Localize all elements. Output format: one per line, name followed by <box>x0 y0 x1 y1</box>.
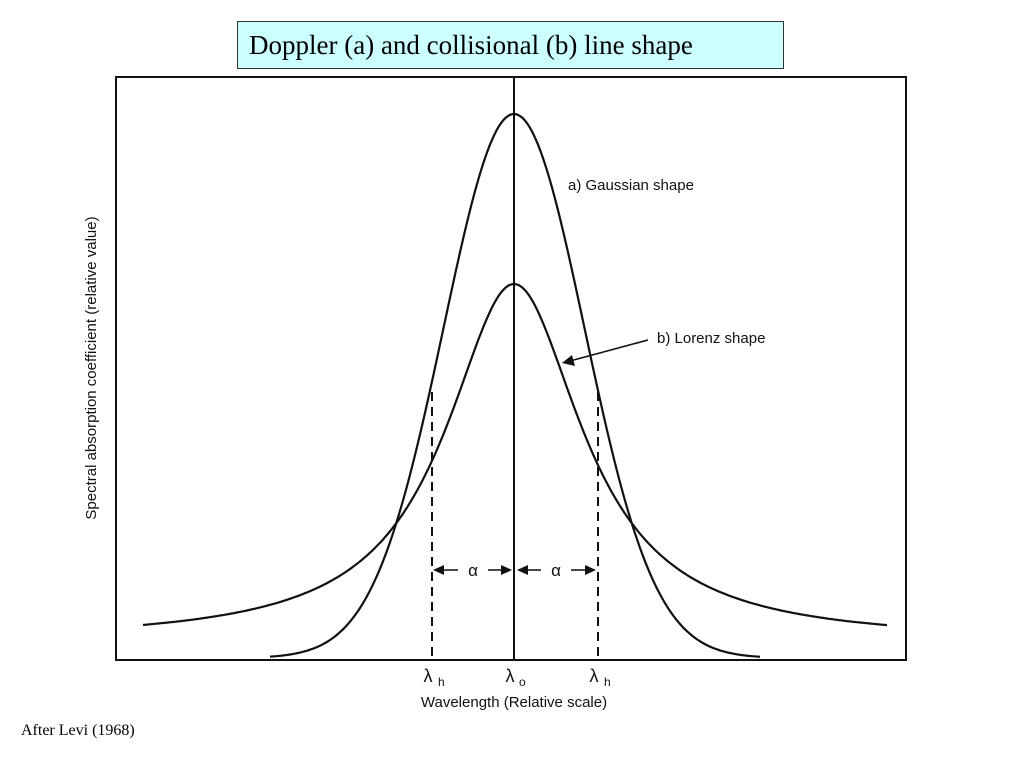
svg-text:h: h <box>604 675 611 689</box>
svg-text:λ: λ <box>424 666 433 686</box>
alpha-label-right: α <box>551 561 561 580</box>
svg-text:o: o <box>519 675 526 689</box>
lorenz-pointer-arrow <box>562 339 649 366</box>
lorentz-curve <box>142 283 888 627</box>
gaussian-curve <box>269 112 761 658</box>
source-credit: After Levi (1968) <box>21 722 135 739</box>
svg-text:λ: λ <box>506 666 515 686</box>
lorenz-shape-label: b) Lorenz shape <box>657 330 765 347</box>
alpha-arrow-left <box>433 565 512 575</box>
svg-text:λ: λ <box>590 666 599 686</box>
alpha-arrow-right <box>517 565 596 575</box>
y-axis-label: Spectral absorption coefficient (relativ… <box>83 216 100 519</box>
plot-frame <box>115 76 907 661</box>
x-tick-lambda-h-left: λ h <box>424 666 445 689</box>
gaussian-shape-label: a) Gaussian shape <box>568 177 694 194</box>
svg-text:h: h <box>438 675 445 689</box>
x-tick-lambda-h-right: λ h <box>590 666 611 689</box>
alpha-label-left: α <box>468 561 478 580</box>
x-tick-lambda-o: λ o <box>506 666 527 689</box>
x-axis-label: Wavelength (Relative scale) <box>421 694 607 711</box>
slide-title: Doppler (a) and collisional (b) line sha… <box>237 21 784 69</box>
